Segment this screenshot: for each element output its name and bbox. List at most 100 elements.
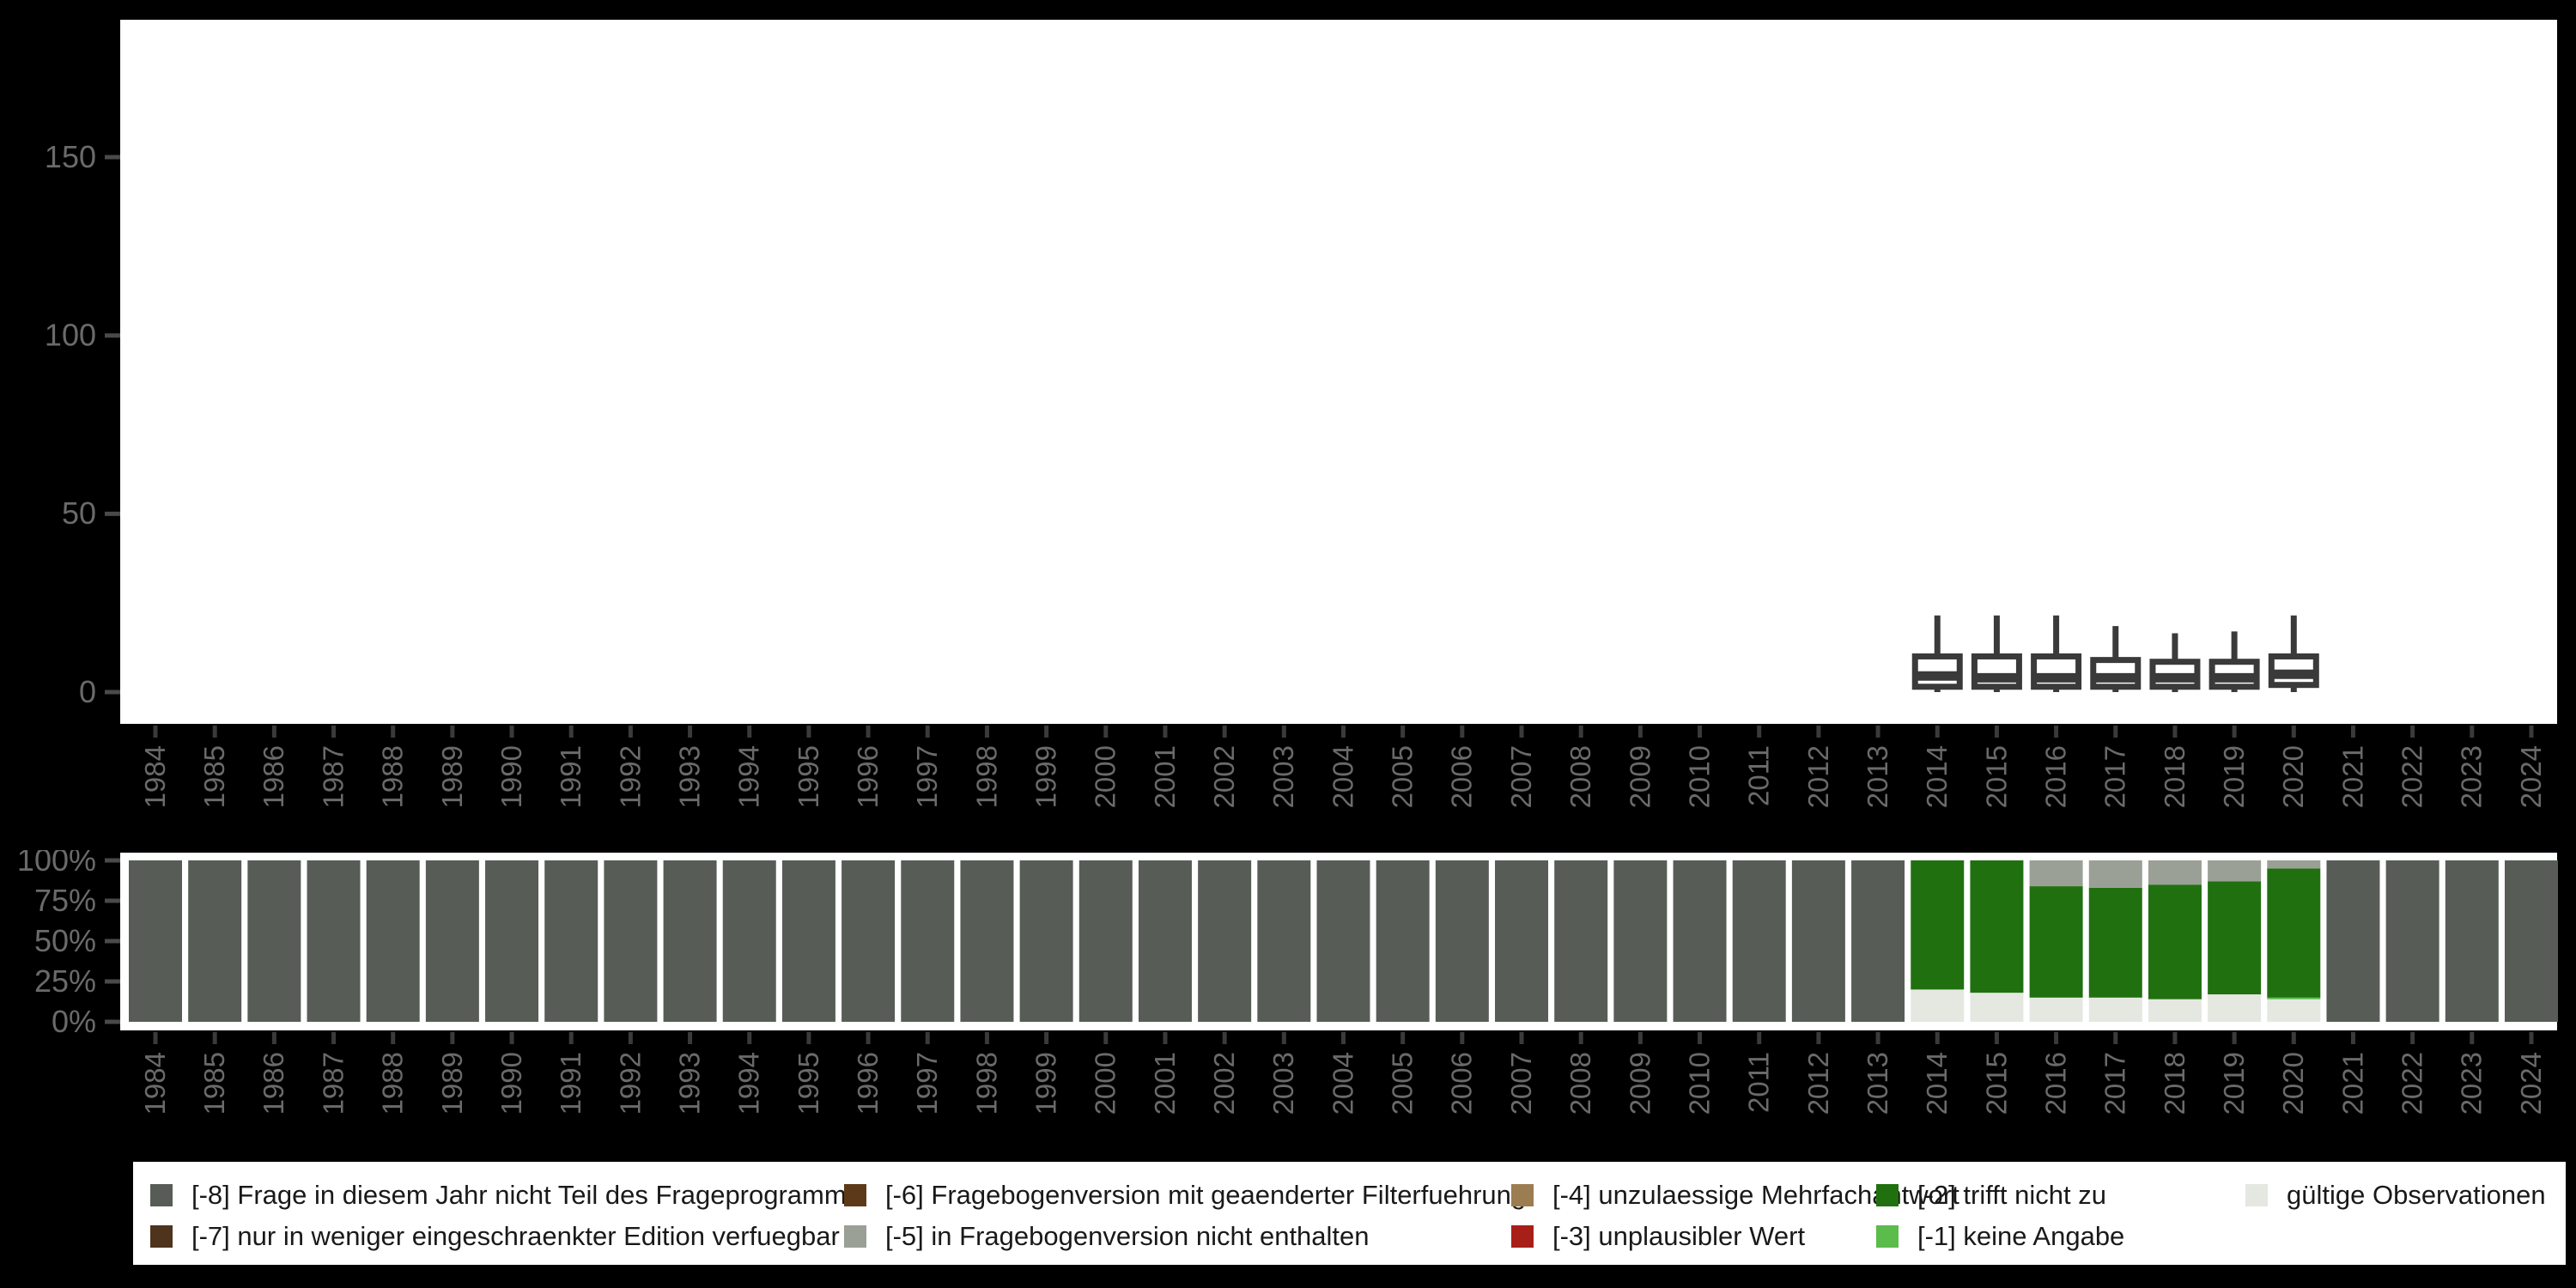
bar-segment--8 <box>960 860 1014 1022</box>
x-tick-label: 2007 <box>1505 1052 1537 1115</box>
legend-swatch--6 <box>844 1184 866 1206</box>
bar-2007 <box>1495 860 1549 1022</box>
x-tick-label: 1995 <box>793 745 824 808</box>
boxplot-2016 <box>2031 615 2082 692</box>
bar-segment--2 <box>2208 881 2262 995</box>
x-tick-label: 2012 <box>1802 1052 1834 1115</box>
x-tick-label: 1993 <box>673 1052 705 1115</box>
x-tick-label: 1994 <box>733 1052 765 1115</box>
legend-label: [-3] unplausibler Wert <box>1552 1221 1806 1251</box>
x-tick-label: 2005 <box>1387 1052 1419 1115</box>
bar-segment--8 <box>2385 860 2439 1022</box>
x-tick-label: 2011 <box>1743 1052 1775 1113</box>
y-tick-label: 0 <box>79 674 96 709</box>
x-tick-label: 1988 <box>377 1052 409 1115</box>
bar-2001 <box>1138 860 1192 1022</box>
bar-2004 <box>1316 860 1370 1022</box>
bar-segment--8 <box>1198 860 1252 1022</box>
bar-segment--8 <box>901 860 955 1022</box>
bar-1988 <box>366 860 420 1022</box>
legend-item-valid: gültige Observationen <box>2245 1181 2546 1210</box>
x-tick-label: 2003 <box>1267 745 1299 808</box>
bar-2015 <box>1970 860 2024 1022</box>
bar-1995 <box>781 860 835 1022</box>
bar-segment--8 <box>247 860 301 1022</box>
bar-2024 <box>2505 860 2558 1022</box>
legend-item--7: [-7] nur in weniger eingeschraenkter Edi… <box>150 1222 840 1251</box>
x-tick-label: 2024 <box>2515 745 2547 808</box>
bar-segment--8 <box>781 860 835 1022</box>
x-tick-label: 1988 <box>377 745 409 808</box>
x-tick-label: 1992 <box>614 1052 646 1115</box>
x-tick-label: 2009 <box>1624 1052 1656 1115</box>
legend-label: [-8] Frage in diesem Jahr nicht Teil des… <box>191 1180 860 1210</box>
x-tick-label: 2016 <box>2039 745 2071 808</box>
x-tick-label: 1998 <box>970 745 1002 808</box>
x-tick-label: 2014 <box>1921 745 1953 808</box>
bar-segment-valid <box>2267 999 2321 1022</box>
bar-segment--8 <box>2505 860 2558 1022</box>
x-tick-label: 1985 <box>198 1052 230 1115</box>
boxplot-2018 <box>2149 633 2201 692</box>
bar-2023 <box>2445 860 2499 1022</box>
bar-segment-valid <box>2088 997 2142 1022</box>
x-tick-label: 2021 <box>2336 1052 2368 1115</box>
x-tick-label: 1995 <box>793 1052 824 1115</box>
bar-segment--8 <box>1257 860 1311 1022</box>
legend-item--1: [-1] keine Angabe <box>1876 1222 2124 1251</box>
x-tick-label: 2013 <box>1862 745 1893 808</box>
bar-2014 <box>1911 860 1965 1022</box>
bar-segment--1 <box>2267 997 2321 999</box>
bar-segment--8 <box>663 860 717 1022</box>
x-tick-label: 1992 <box>614 745 646 808</box>
x-tick-label: 2002 <box>1208 745 1240 808</box>
bar-2020 <box>2267 860 2321 1022</box>
bar-segment--5 <box>2267 860 2321 869</box>
x-tick-label: 1989 <box>436 745 468 808</box>
bar-segment--2 <box>1970 860 2024 993</box>
x-tick-label: 1987 <box>317 745 349 808</box>
boxplot-2017 <box>2090 626 2142 692</box>
legend-item--8: [-8] Frage in diesem Jahr nicht Teil des… <box>150 1181 860 1210</box>
x-tick-label: 2000 <box>1090 745 1121 808</box>
x-tick-label: 2023 <box>2456 745 2488 808</box>
bar-1992 <box>604 860 658 1022</box>
bar-segment--8 <box>485 860 539 1022</box>
bar-segment--2 <box>2267 868 2321 998</box>
y-tick-label: 150 <box>45 139 96 174</box>
x-tick-label: 2017 <box>2099 745 2131 808</box>
x-tick-label: 2006 <box>1446 745 1478 808</box>
bar-segment--8 <box>366 860 420 1022</box>
x-tick-label: 2010 <box>1683 1052 1715 1115</box>
bar-2011 <box>1732 860 1786 1022</box>
bar-2005 <box>1376 860 1430 1022</box>
bar-2012 <box>1791 860 1845 1022</box>
boxplot-2015 <box>1971 615 2022 692</box>
x-tick-label: 1984 <box>139 745 171 808</box>
bar-2002 <box>1198 860 1252 1022</box>
bar-2017 <box>2088 860 2142 1022</box>
bar-1998 <box>960 860 1014 1022</box>
x-tick-label: 2018 <box>2159 1052 2190 1115</box>
x-tick-label: 2024 <box>2515 1052 2547 1115</box>
x-tick-label: 1998 <box>970 1052 1002 1115</box>
x-tick-label: 2010 <box>1683 745 1715 808</box>
bar-1999 <box>1019 860 1073 1022</box>
bar-segment-valid <box>1970 993 2024 1022</box>
x-tick-label: 2012 <box>1802 745 1834 808</box>
boxplot-chart: 0 50 100 150 1984 1985 1986 1987 1988 1989 1990 199… <box>45 20 2557 808</box>
bar-segment--2 <box>2029 886 2083 998</box>
bar-2003 <box>1257 860 1311 1022</box>
x-tick-label: 2011 <box>1743 745 1775 806</box>
x-tick-label: 2001 <box>1149 745 1181 808</box>
bar-segment--2 <box>1911 860 1965 990</box>
x-tick-label: 2019 <box>2218 1052 2250 1115</box>
x-tick-label: 1986 <box>258 745 289 808</box>
boxplot-2020 <box>2268 615 2319 692</box>
bar-1989 <box>425 860 479 1022</box>
x-tick-label: 1999 <box>1030 745 1062 808</box>
x-tick-label: 2022 <box>2397 1052 2428 1115</box>
x-tick-label: 1986 <box>258 1052 289 1115</box>
y-tick-label: 100 <box>45 318 96 353</box>
